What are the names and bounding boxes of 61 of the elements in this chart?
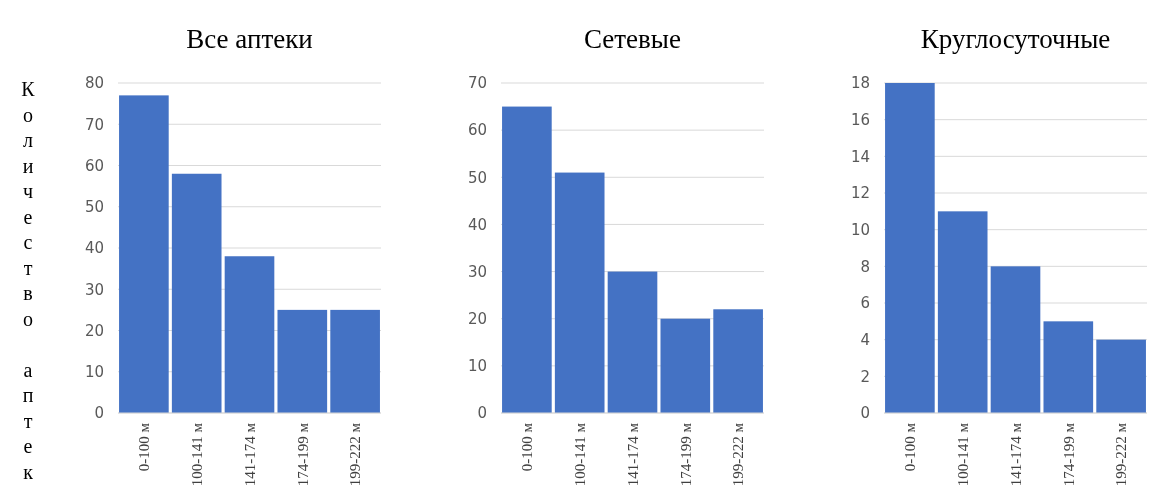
x-tick-label: 0-100 м — [136, 422, 153, 472]
bar — [660, 318, 711, 413]
bar — [885, 83, 935, 413]
x-tick-label: 199-222 м — [1113, 422, 1130, 487]
bar — [554, 172, 605, 413]
bar — [1043, 321, 1094, 413]
y-tick-label: 40 — [84, 239, 104, 258]
bar — [713, 309, 763, 413]
y-tick-label: 2 — [860, 367, 870, 386]
y-tick-label: 0 — [94, 404, 104, 423]
y-tick-label: 40 — [467, 215, 487, 234]
y-tick-label: 20 — [467, 309, 487, 328]
chart-title: Все аптеки — [186, 24, 313, 54]
x-tick-label: 0-100 м — [902, 422, 919, 472]
bar — [502, 106, 552, 413]
y-tick-label: 16 — [850, 110, 870, 129]
y-tick-label: 50 — [467, 168, 487, 187]
x-tick-label: 141-174 м — [1007, 422, 1024, 487]
x-tick-label: 100-141 м — [571, 422, 588, 487]
bar — [119, 95, 169, 413]
chart-title: Круглосуточные — [920, 24, 1111, 54]
y-tick-label: 4 — [860, 330, 870, 349]
y-tick-label: 10 — [850, 220, 870, 239]
y-tick-label: 30 — [84, 280, 104, 299]
x-tick-label: 174-199 м — [1060, 422, 1077, 487]
y-tick-label: 10 — [84, 363, 104, 381]
bar — [330, 309, 380, 413]
text: Количество аптек — [21, 78, 35, 483]
bar — [990, 266, 1041, 413]
y-tick-label: 60 — [467, 121, 487, 140]
x-tick-label: 141-174 м — [241, 422, 258, 487]
x-tick-label: 100-141 м — [954, 422, 971, 487]
x-tick-label: 141-174 м — [624, 422, 641, 487]
y-tick-label: 20 — [84, 321, 104, 340]
x-tick-label: 100-141 м — [188, 422, 205, 487]
y-tick-label: 12 — [850, 184, 870, 203]
x-tick-label: 174-199 м — [677, 422, 694, 487]
y-tick-label: 30 — [467, 262, 487, 281]
y-tick-label: 14 — [850, 147, 870, 166]
y-tick-label: 6 — [860, 294, 870, 313]
y-tick-label: 0 — [477, 404, 487, 423]
bar — [607, 271, 658, 413]
bar — [1096, 339, 1146, 413]
y-tick-label: 8 — [860, 257, 870, 276]
y-tick-label: 70 — [467, 74, 487, 93]
x-tick-label: 174-199 м — [294, 422, 311, 487]
y-tick-label: 10 — [467, 357, 487, 376]
y-tick-label: 0 — [860, 404, 870, 423]
y-tick-label: 18 — [850, 74, 870, 93]
y-tick-label: 80 — [84, 74, 104, 93]
x-tick-label: 0-100 м — [519, 422, 536, 472]
bar — [224, 256, 275, 413]
x-tick-label: 199-222 м — [730, 422, 747, 487]
chart-title: Сетевые — [584, 24, 681, 54]
bar — [277, 309, 328, 413]
y-tick-label: 70 — [84, 115, 104, 134]
y-tick-label: 50 — [84, 198, 104, 216]
y-tick-label: 60 — [84, 156, 104, 175]
bar — [937, 211, 988, 413]
x-tick-label: 199-222 м — [347, 422, 364, 487]
bar — [171, 173, 222, 413]
